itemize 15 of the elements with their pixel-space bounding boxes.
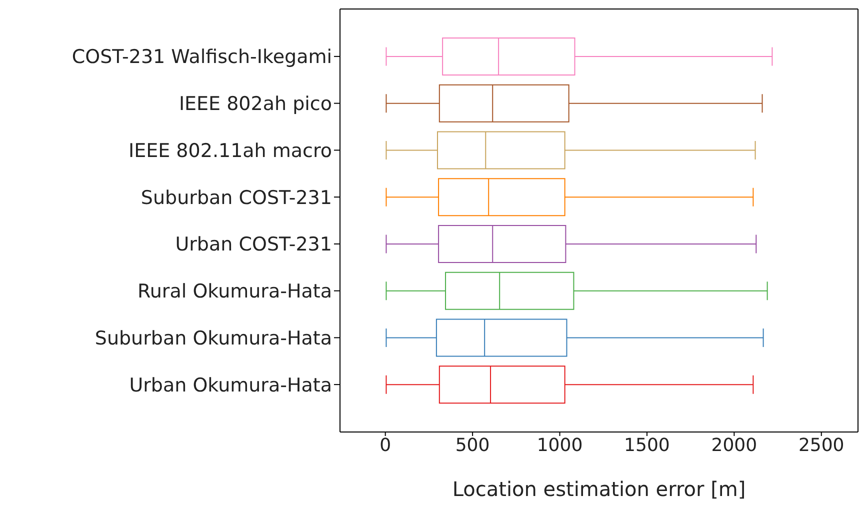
y-tick-label: IEEE 802.11ah macro [128,140,332,162]
y-tick-label: Urban COST-231 [175,234,332,256]
y-tick-label: Suburban Okumura-Hata [94,327,332,350]
x-axis-title: Location estimation error [m] [452,477,746,501]
y-tick-label: Urban Okumura-Hata [129,374,332,396]
x-tick-label: 500 [455,434,490,456]
x-tick-label: 0 [380,434,392,456]
y-tick-label: Suburban COST-231 [140,186,332,209]
y-tick-label: IEEE 802ah pico [178,93,332,116]
x-tick-label: 1500 [624,434,670,456]
y-tick-label: Rural Okumura-Hata [138,280,332,303]
y-tick-label: COST-231 Walfisch-Ikegami [72,46,332,68]
x-tick-label: 2000 [711,434,758,456]
x-tick-label: 2500 [798,434,844,456]
x-tick-label: 1000 [536,434,583,456]
